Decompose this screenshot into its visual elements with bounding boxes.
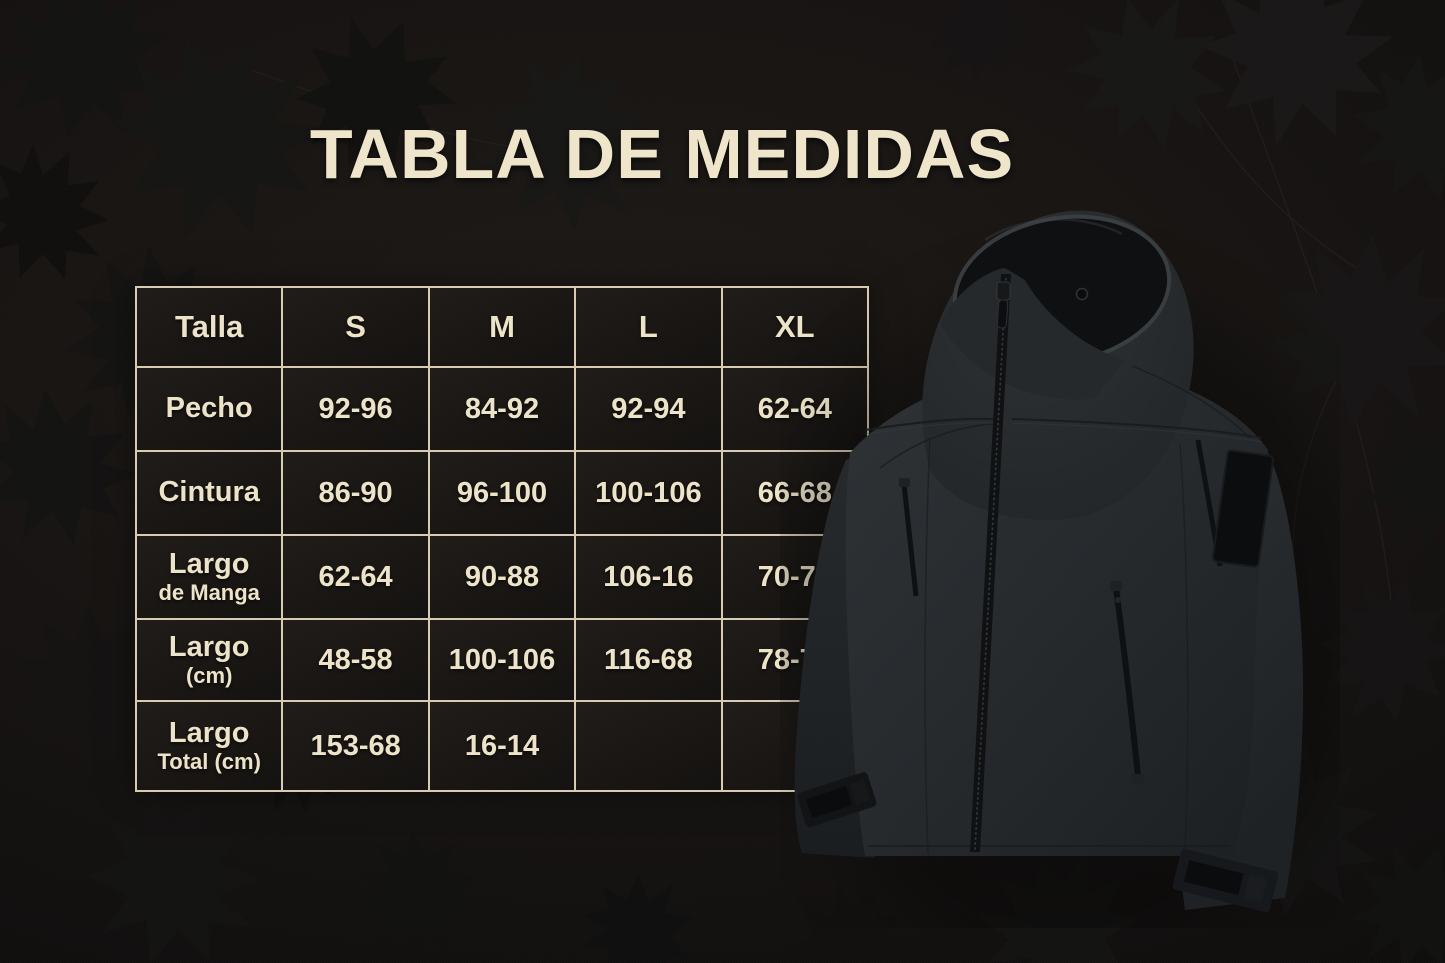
- size-value: 48-58: [283, 620, 428, 700]
- size-value: 106-16: [576, 536, 721, 618]
- size-value: 100-106: [576, 452, 721, 534]
- hand-pocket-zipper: [1110, 581, 1144, 784]
- zipper-slider-icon: [996, 281, 1011, 301]
- row-label-sub: (cm): [185, 662, 233, 688]
- hood-sheen: [984, 218, 1123, 242]
- row-label-main: Largo: [168, 631, 250, 664]
- row-label-main: Largo: [168, 548, 250, 581]
- jacket-seam-highlights: [864, 422, 1263, 443]
- size-value: 100-106: [429, 620, 575, 700]
- page-title: TABLA DE MEDIDAS: [309, 115, 1015, 193]
- velcro-patch: [1211, 449, 1275, 568]
- column-header-talla: Talla: [137, 288, 282, 366]
- column-header-l: L: [576, 288, 721, 366]
- size-value: 86-90: [283, 452, 428, 534]
- column-header-s: S: [283, 288, 428, 366]
- snap-button-icon: [1075, 287, 1089, 301]
- jacket-seams: [864, 365, 1263, 857]
- row-label-largo-manga: Largo de Manga: [137, 536, 282, 618]
- right-cuff-strap: [1172, 848, 1279, 913]
- size-value: 96-100: [429, 452, 575, 534]
- column-header-xl: XL: [722, 288, 867, 366]
- column-header-m: M: [429, 288, 575, 366]
- size-table: Talla S M L XL Pecho 92-96 84-92 92-94 6…: [135, 286, 869, 792]
- size-value: 153-68: [283, 702, 428, 790]
- row-label-sub: Total (cm): [157, 748, 261, 774]
- row-label-largo-cm: Largo (cm): [137, 620, 282, 700]
- size-value: 92-94: [576, 368, 721, 450]
- row-label-largo-total: Largo Total (cm): [137, 702, 282, 790]
- size-value: 116-68: [576, 620, 721, 700]
- size-value: 62-64: [283, 536, 428, 618]
- left-cuff-strap: [797, 772, 877, 828]
- hooded-jacket-image: [780, 210, 1340, 928]
- row-label-main: Pecho: [165, 392, 253, 425]
- hood-collar: [940, 268, 1125, 400]
- row-label-main: Largo: [168, 717, 250, 750]
- zipper-pull-icon: [996, 299, 1009, 329]
- row-label-cintura: Cintura: [137, 452, 282, 534]
- size-value: [576, 702, 721, 790]
- zipper: [970, 274, 1011, 852]
- row-label-main: Cintura: [158, 476, 260, 509]
- size-value: 92-96: [283, 368, 428, 450]
- size-value: 16-14: [429, 702, 575, 790]
- size-value: 84-92: [429, 368, 575, 450]
- row-label-sub: de Manga: [158, 579, 260, 605]
- row-label-pecho: Pecho: [137, 368, 282, 450]
- arm-pocket: [1195, 439, 1275, 568]
- chest-pocket-zipper: [899, 478, 919, 597]
- size-value: 90-88: [429, 536, 575, 618]
